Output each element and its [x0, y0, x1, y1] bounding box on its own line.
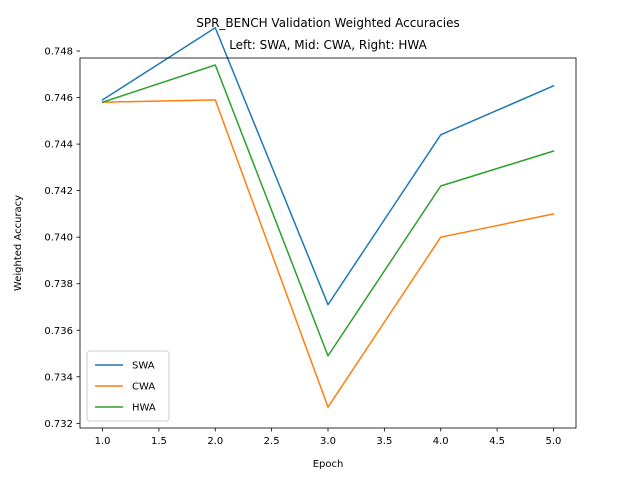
- legend-label-hwa: HWA: [132, 403, 156, 414]
- y-tick-label: 0.736: [44, 326, 73, 337]
- series-line-cwa: [101, 99, 555, 408]
- y-axis-ticks: 0.732 0.734 0.736 0.738 0.740 0.742 0.744 0.746…: [44, 47, 80, 430]
- x-tick-label: 2.0: [207, 436, 223, 447]
- x-axis-ticks: 1.0 1.5 2.0 2.5 3.0 3.5 4.0 4.5 5.0: [95, 428, 562, 447]
- legend-box: [86, 350, 170, 422]
- series-line-hwa: [101, 64, 555, 357]
- y-tick-label: 0.746: [44, 93, 73, 104]
- chart-title-line2: Left: SWA, Mid: CWA, Right: HWA: [229, 38, 427, 52]
- x-tick-label: 1.5: [151, 436, 167, 447]
- y-tick-label: 0.738: [44, 279, 73, 290]
- x-tick-label: 2.5: [264, 436, 280, 447]
- x-tick-label: 1.0: [95, 436, 111, 447]
- y-tick-label: 0.734: [44, 372, 73, 383]
- x-tick-label: 3.5: [376, 436, 392, 447]
- x-tick-label: 4.0: [433, 436, 449, 447]
- legend-label-cwa: CWA: [132, 382, 155, 393]
- x-axis-title: Epoch: [313, 459, 344, 470]
- y-axis-title: Weighted Accuracy: [13, 195, 24, 291]
- x-tick-label: 5.0: [546, 436, 562, 447]
- y-tick-label: 0.744: [44, 140, 73, 151]
- legend-items: SWA CWA HWA: [95, 361, 156, 414]
- legend-label-swa: SWA: [132, 361, 155, 372]
- y-tick-label: 0.732: [44, 419, 73, 430]
- x-tick-label: 4.5: [489, 436, 505, 447]
- y-tick-label: 0.740: [44, 233, 73, 244]
- x-tick-label: 3.0: [320, 436, 336, 447]
- chart-title-line1: SPR_BENCH Validation Weighted Accuracies: [196, 16, 460, 30]
- legend: SWA CWA HWA: [86, 350, 170, 422]
- y-tick-label: 0.748: [44, 47, 73, 58]
- y-tick-label: 0.742: [44, 186, 73, 197]
- series-line-swa: [101, 27, 555, 306]
- plot-frame: [79, 57, 577, 429]
- series-lines: [101, 27, 555, 408]
